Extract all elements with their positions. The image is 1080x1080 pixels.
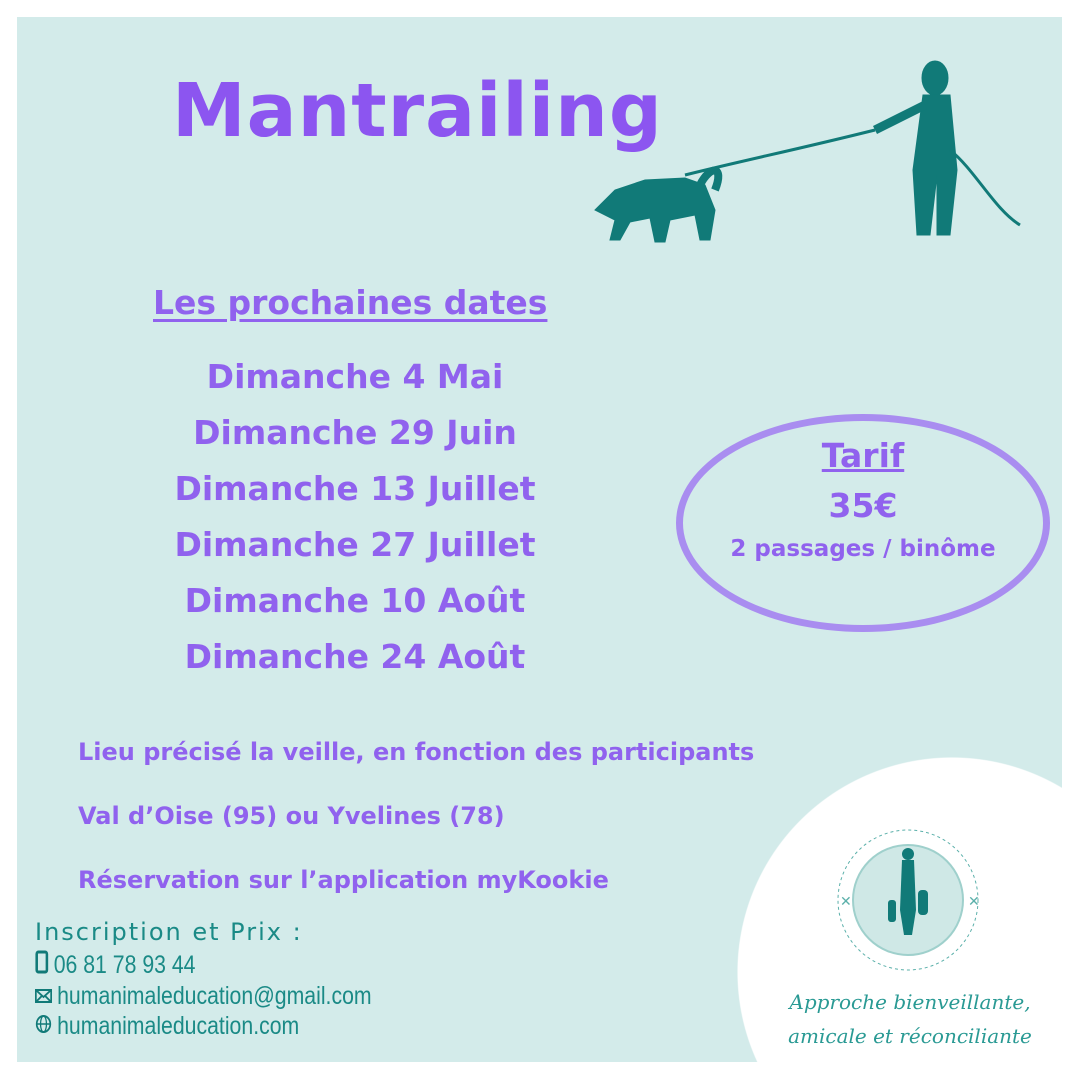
date-item: Dimanche 27 Juillet (174, 525, 536, 564)
website-url: humanimaleducation.com (57, 1012, 300, 1040)
contact-email: humanimaleducation@gmail.com (35, 982, 372, 1011)
svg-text:✕: ✕ (968, 894, 980, 910)
contact-website: humanimaleducation.com (35, 1012, 299, 1041)
date-item: Dimanche 10 Août (184, 581, 526, 620)
section-heading-dates: Les prochaines dates (153, 283, 548, 322)
info-region: Val d’Oise (95) ou Yvelines (78) (78, 802, 505, 830)
date-item: Dimanche 24 Août (184, 637, 526, 676)
slogan: Approche bienveillante, amicale et récon… (770, 985, 1050, 1053)
date-item: Dimanche 4 Mai (206, 357, 504, 396)
date-item: Dimanche 29 Juin (193, 413, 517, 452)
slogan-line: amicale et réconciliante (788, 1024, 1032, 1048)
phone-icon (35, 950, 49, 981)
slogan-line: Approche bienveillante, (789, 990, 1031, 1014)
email-address: humanimaleducation@gmail.com (57, 982, 372, 1010)
phone-number: 06 81 78 93 44 (53, 951, 196, 979)
contact-title: Inscription et Prix : (35, 918, 303, 946)
dates-list: Dimanche 4 Mai Dimanche 29 Juin Dimanche… (110, 355, 600, 691)
info-location: Lieu précisé la veille, en fonction des … (78, 738, 755, 766)
dog-walker-illustration (594, 60, 1021, 243)
price-block: Tarif 35€ 2 passages / binôme (676, 436, 1050, 562)
page-title: Mantrailing (172, 68, 663, 154)
humanimal-education-logo: ✕ ✕ (837, 829, 980, 971)
contact-phone: 06 81 78 93 44 (35, 950, 196, 981)
price-label: Tarif (821, 436, 905, 475)
globe-icon (35, 1012, 52, 1041)
price-ellipse (676, 414, 1050, 632)
date-item: Dimanche 13 Juillet (174, 469, 536, 508)
svg-text:✕: ✕ (840, 894, 852, 910)
envelope-icon (35, 982, 53, 1011)
price-detail: 2 passages / binôme (730, 536, 996, 562)
price-value: 35€ (828, 486, 898, 525)
info-booking: Réservation sur l’application myKookie (78, 866, 609, 894)
